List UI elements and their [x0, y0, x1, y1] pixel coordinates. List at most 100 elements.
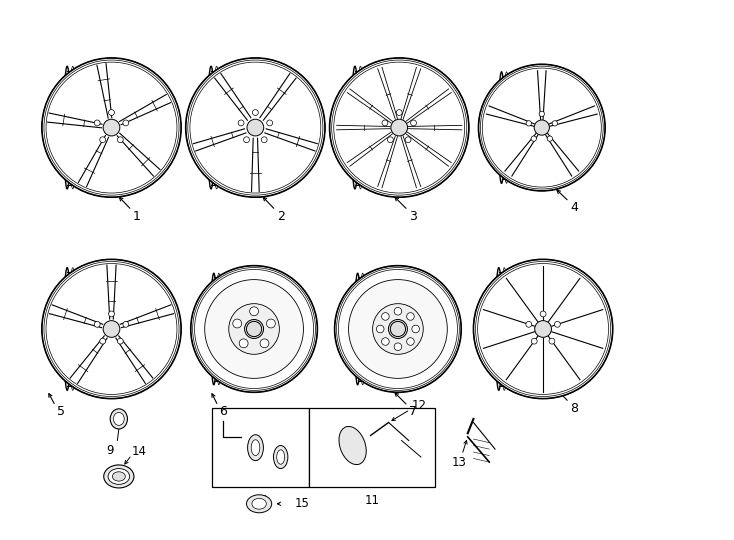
Ellipse shape: [352, 66, 358, 189]
Ellipse shape: [110, 409, 128, 429]
Circle shape: [349, 280, 447, 379]
Text: 3: 3: [409, 210, 417, 222]
Circle shape: [473, 259, 613, 399]
Circle shape: [109, 110, 115, 116]
Circle shape: [191, 266, 317, 392]
Circle shape: [526, 121, 531, 126]
Circle shape: [396, 110, 402, 116]
Ellipse shape: [355, 273, 361, 384]
Circle shape: [103, 119, 120, 136]
Ellipse shape: [339, 427, 366, 464]
Ellipse shape: [274, 446, 288, 469]
Circle shape: [394, 343, 401, 350]
Circle shape: [247, 119, 264, 136]
Text: 5: 5: [57, 405, 65, 418]
Ellipse shape: [495, 268, 502, 390]
Circle shape: [100, 137, 106, 143]
Circle shape: [412, 325, 419, 333]
Ellipse shape: [211, 273, 217, 384]
Ellipse shape: [247, 435, 264, 461]
Circle shape: [382, 313, 389, 320]
Text: 2: 2: [277, 210, 285, 222]
Text: 14: 14: [131, 445, 147, 458]
Text: 13: 13: [451, 456, 467, 469]
Circle shape: [266, 120, 272, 126]
Circle shape: [540, 311, 546, 317]
Circle shape: [377, 325, 384, 333]
Circle shape: [266, 319, 275, 328]
Circle shape: [388, 137, 393, 143]
Circle shape: [547, 136, 553, 141]
Circle shape: [103, 321, 120, 338]
Circle shape: [373, 303, 424, 354]
Bar: [310, 408, 435, 487]
Text: 6: 6: [219, 405, 227, 418]
Circle shape: [123, 321, 128, 327]
Circle shape: [229, 303, 280, 354]
Circle shape: [531, 136, 537, 141]
Ellipse shape: [251, 440, 260, 456]
Circle shape: [109, 311, 115, 317]
Circle shape: [407, 338, 414, 345]
Ellipse shape: [112, 472, 126, 481]
Circle shape: [261, 137, 267, 143]
Circle shape: [549, 338, 555, 344]
Circle shape: [238, 120, 244, 126]
Text: 12: 12: [411, 399, 426, 411]
Circle shape: [410, 120, 416, 126]
Text: 8: 8: [570, 402, 578, 415]
Circle shape: [117, 137, 123, 143]
Circle shape: [531, 338, 537, 344]
Circle shape: [535, 321, 551, 338]
Text: 15: 15: [295, 497, 310, 510]
Circle shape: [247, 321, 261, 336]
Circle shape: [123, 120, 128, 126]
Circle shape: [42, 58, 181, 197]
Ellipse shape: [498, 72, 505, 183]
Circle shape: [260, 339, 269, 348]
Circle shape: [552, 121, 557, 126]
Circle shape: [554, 321, 560, 327]
Circle shape: [526, 321, 531, 327]
Circle shape: [42, 259, 181, 399]
Text: 4: 4: [570, 201, 578, 214]
Circle shape: [117, 338, 123, 344]
Text: 10: 10: [253, 494, 269, 507]
Text: 9: 9: [106, 444, 114, 457]
Circle shape: [252, 110, 258, 116]
Ellipse shape: [208, 66, 214, 189]
Circle shape: [94, 321, 100, 327]
Ellipse shape: [64, 268, 70, 390]
Circle shape: [388, 320, 407, 339]
Circle shape: [407, 313, 414, 320]
Circle shape: [94, 120, 100, 126]
Circle shape: [391, 119, 407, 136]
Ellipse shape: [247, 495, 272, 513]
Circle shape: [233, 319, 241, 328]
Text: 7: 7: [409, 405, 417, 418]
Ellipse shape: [108, 469, 130, 484]
Circle shape: [382, 338, 389, 345]
Ellipse shape: [64, 66, 70, 189]
Circle shape: [244, 137, 250, 143]
Text: 11: 11: [365, 494, 380, 507]
Bar: [212, 408, 310, 487]
Circle shape: [405, 137, 411, 143]
Circle shape: [330, 58, 469, 197]
Text: 1: 1: [133, 210, 141, 222]
Circle shape: [539, 111, 545, 117]
Circle shape: [394, 307, 401, 315]
Circle shape: [250, 307, 258, 316]
Circle shape: [390, 321, 405, 336]
Ellipse shape: [103, 465, 134, 488]
Circle shape: [244, 320, 264, 339]
Circle shape: [479, 64, 605, 191]
Ellipse shape: [114, 413, 124, 426]
Ellipse shape: [277, 450, 285, 464]
Circle shape: [382, 120, 388, 126]
Circle shape: [186, 58, 325, 197]
Ellipse shape: [252, 498, 266, 509]
Circle shape: [239, 339, 248, 348]
Circle shape: [205, 280, 303, 379]
Circle shape: [534, 120, 549, 135]
